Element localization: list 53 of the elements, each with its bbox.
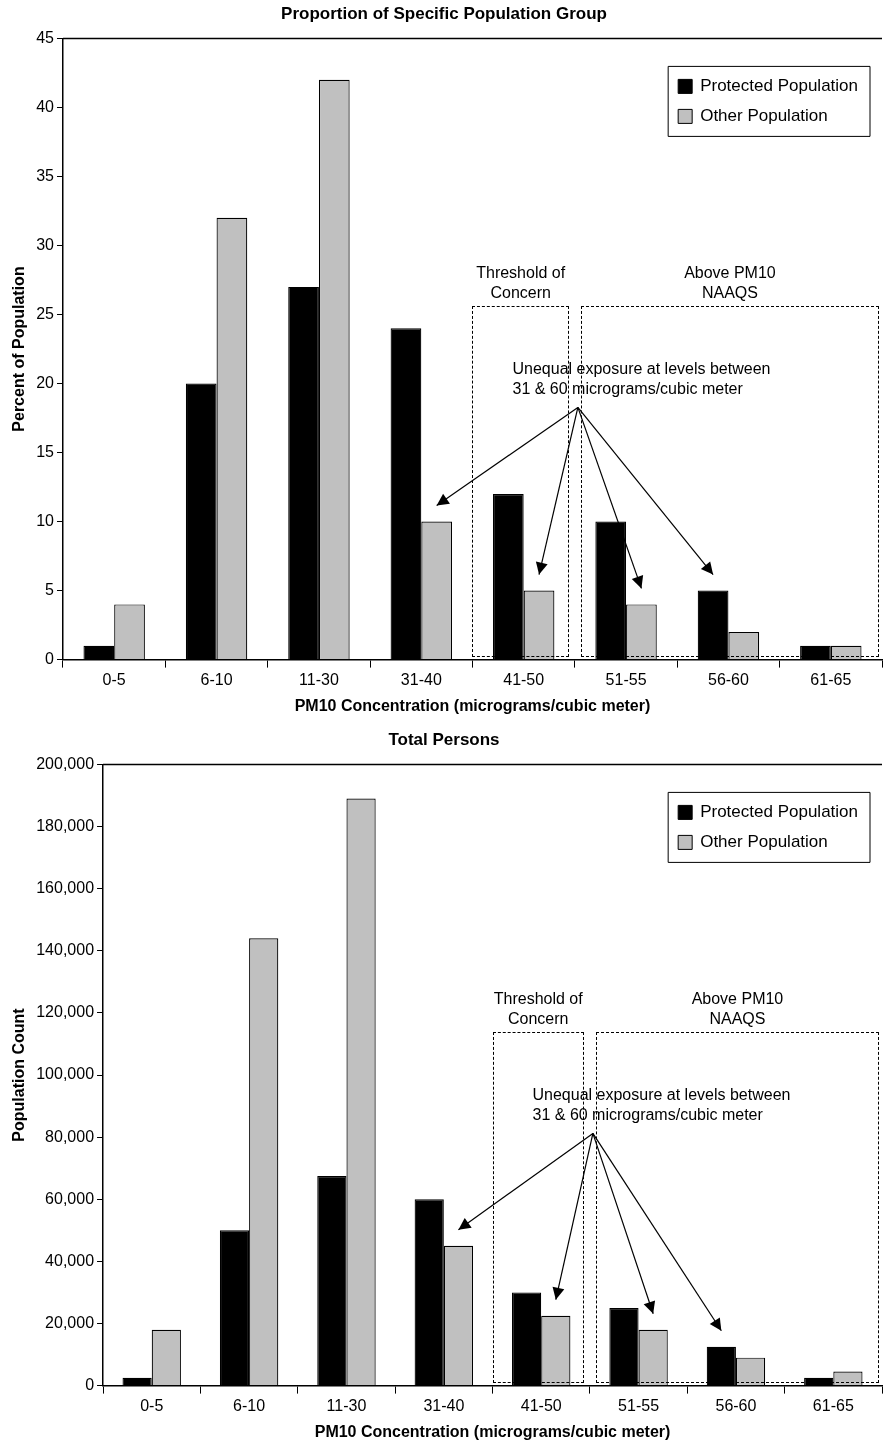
y-tick-label: 25 — [36, 304, 55, 322]
x-tick-label: 51-55 — [618, 1396, 660, 1414]
annotation: Threshold of Concern — [476, 263, 566, 301]
y-tick-label: 200,000 — [36, 754, 95, 772]
annotation: Above PM10 NAAQS — [691, 989, 784, 1027]
x-tick-label: 0-5 — [102, 670, 126, 688]
x-axis-title: PM10 Concentration (micrograms/cubic meter) — [314, 1422, 671, 1440]
y-tick-label: 35 — [36, 166, 55, 184]
x-tick-label: 41-50 — [503, 670, 545, 688]
x-tick-label: 61-65 — [810, 670, 852, 688]
annotation: Unequal exposure at levels between 31 & 60 micrograms/cubic meter — [512, 359, 771, 397]
x-tick-label: 56-60 — [707, 670, 749, 688]
y-tick-label: 40,000 — [45, 1251, 95, 1269]
y-tick-label: 0 — [45, 650, 55, 668]
y-tick-label: 180,000 — [36, 816, 95, 834]
x-axis-title: PM10 Concentration (micrograms/cubic meter) — [294, 696, 651, 714]
x-tick-label: 41-50 — [520, 1396, 562, 1414]
y-tick-label: 10 — [36, 511, 55, 529]
legend-label: Other Population — [700, 106, 828, 126]
x-tick-label: 61-65 — [812, 1396, 854, 1414]
x-tick-label: 11-30 — [326, 1396, 367, 1414]
y-tick-label: 60,000 — [45, 1189, 95, 1207]
annotation: Unequal exposure at levels between 31 & 60 micrograms/cubic meter — [532, 1085, 791, 1123]
y-tick-label: 20 — [36, 373, 55, 391]
y-tick-label: 140,000 — [36, 941, 95, 959]
x-tick-label: 6-10 — [200, 670, 233, 688]
y-tick-label: 5 — [45, 580, 55, 598]
annotation: Threshold of Concern — [493, 989, 584, 1027]
chart-title: Total Persons — [388, 729, 500, 749]
x-tick-label: 31-40 — [400, 670, 442, 688]
y-tick-label: 30 — [36, 235, 55, 253]
x-tick-label: 51-55 — [605, 670, 647, 688]
legend-label: Protected Population — [700, 802, 859, 822]
x-tick-label: 11-30 — [299, 670, 339, 688]
y-tick-label: 100,000 — [36, 1065, 95, 1083]
y-tick-label: 160,000 — [36, 879, 95, 897]
y-tick-label: 120,000 — [36, 1003, 95, 1021]
x-tick-label: 56-60 — [715, 1396, 757, 1414]
legend-label: Protected Population — [700, 76, 859, 96]
chart-title: Proportion of Specific Population Group — [281, 3, 607, 23]
y-tick-label: 45 — [36, 28, 55, 46]
y-axis-title: Percent of Population — [10, 266, 28, 432]
legend-label: Other Population — [700, 832, 828, 852]
y-tick-label: 40 — [36, 97, 55, 115]
annotation: Above PM10 NAAQS — [684, 263, 776, 301]
y-tick-label: 80,000 — [45, 1127, 95, 1145]
x-tick-label: 6-10 — [233, 1396, 266, 1414]
y-tick-label: 20,000 — [45, 1313, 95, 1331]
x-tick-label: 0-5 — [140, 1396, 164, 1414]
x-tick-label: 31-40 — [423, 1396, 465, 1414]
y-tick-label: 0 — [85, 1376, 95, 1394]
y-axis-title: Population Count — [10, 1007, 28, 1142]
y-tick-label: 15 — [36, 442, 55, 460]
